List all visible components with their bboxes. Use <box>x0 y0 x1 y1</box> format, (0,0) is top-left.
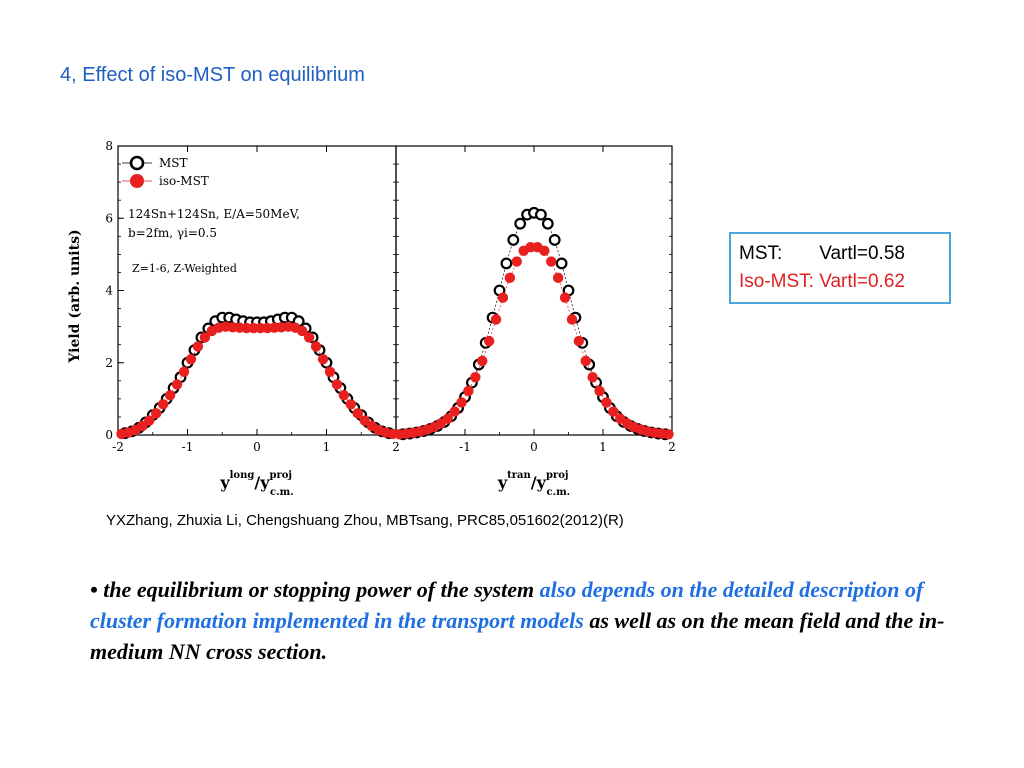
x-tick-label: 0 <box>530 440 538 454</box>
annotation-params: b=2fm, γi=0.5 <box>128 226 217 240</box>
data-point-iso-mst <box>490 314 502 325</box>
data-point-mst <box>555 257 568 270</box>
chart-marks <box>116 206 674 441</box>
data-point-iso-mst <box>178 366 190 377</box>
data-point-iso-mst <box>497 292 509 303</box>
mst-vartl-label: MST: Vartl=0.58 <box>739 243 905 264</box>
yield-chart: -2 -1 0 1 2 0 2 4 6 8 -1 0 1 2 Yield (arb. units) MST… <box>62 136 682 504</box>
data-point-iso-mst <box>594 385 605 397</box>
legend-label-mst: MST <box>159 156 188 170</box>
data-point-mst <box>535 208 547 221</box>
bullet-text-part3: as well as on the mean field and the in-… <box>90 608 945 664</box>
data-point-iso-mst <box>483 335 495 347</box>
data-point-iso-mst <box>477 355 488 367</box>
data-point-iso-mst <box>157 399 169 410</box>
data-point-iso-mst <box>539 245 550 256</box>
data-point-iso-mst <box>559 292 571 303</box>
citation: YXZhang, Zhuxia Li, Chengshuang Zhou, MB… <box>106 512 624 529</box>
legend-label-iso-mst: iso-MST <box>159 174 209 188</box>
data-point-iso-mst <box>151 408 162 419</box>
data-point-mst <box>541 217 554 230</box>
legend-marker-mst <box>129 155 145 171</box>
x-tick-label: 0 <box>253 440 261 454</box>
x-tick-label: 2 <box>392 440 400 454</box>
data-point-iso-mst <box>338 390 350 401</box>
data-point-iso-mst <box>601 397 612 408</box>
data-point-mst <box>507 234 520 246</box>
x-tick-label: -2 <box>112 440 124 454</box>
y-tick-label: 2 <box>105 356 113 370</box>
annotation-z-weighted: Z=1-6, Z-Weighted <box>132 262 237 275</box>
left-panel-frame <box>117 145 397 436</box>
chart-svg: -2 -1 0 1 2 0 2 4 6 8 -1 0 1 2 Yield (arb. units) MST… <box>67 139 676 498</box>
data-point-iso-mst <box>580 355 591 367</box>
legend: MST iso-MST <box>122 155 209 188</box>
data-point-iso-mst <box>546 256 557 267</box>
data-point-mst <box>548 234 561 246</box>
data-point-iso-mst <box>587 372 598 383</box>
y-tick-label: 8 <box>105 139 113 153</box>
data-point-iso-mst <box>296 325 308 337</box>
data-point-iso-mst <box>144 415 155 426</box>
y-tick-label: 6 <box>105 211 113 225</box>
x-tick-label: 1 <box>323 440 331 454</box>
data-point-iso-mst <box>331 379 343 390</box>
data-point-iso-mst <box>442 413 453 424</box>
annotation-reaction: 124Sn+124Sn, E/A=50MeV, <box>128 207 300 221</box>
x-axis-label-right: ytran/yproj c.m. <box>497 470 570 498</box>
data-point-mst <box>500 257 513 270</box>
data-point-iso-mst <box>663 429 674 440</box>
data-point-iso-mst <box>199 332 211 343</box>
x-axis-label-left: ylong/yproj c.m. <box>219 470 293 498</box>
data-point-iso-mst <box>470 372 481 383</box>
data-point-iso-mst <box>449 406 460 417</box>
bullet-marker: • <box>90 577 98 602</box>
data-point-iso-mst <box>345 399 357 410</box>
series-line-mst <box>124 317 390 434</box>
series-line-iso-mst <box>399 246 669 435</box>
data-point-iso-mst <box>192 341 204 352</box>
bullet-text-highlight: also depends on the detailed description… <box>90 577 924 633</box>
legend-marker-iso-mst <box>130 174 144 188</box>
data-point-iso-mst <box>566 314 578 325</box>
x-tick-label: 1 <box>599 440 607 454</box>
data-point-mst <box>514 217 527 230</box>
x-tick-label: 2 <box>668 440 676 454</box>
y-axis-label: Yield (arb. units) <box>67 229 83 363</box>
data-point-iso-mst <box>310 341 322 352</box>
data-point-iso-mst <box>324 366 336 377</box>
data-point-iso-mst <box>171 379 183 390</box>
y-tick-label: 0 <box>105 428 113 442</box>
data-point-iso-mst <box>317 353 329 365</box>
data-point-iso-mst <box>185 353 197 365</box>
bullet-text-part1: the equilibrium or stopping power of the… <box>103 577 540 602</box>
series-line-iso-mst <box>121 326 393 435</box>
slide-title: 4, Effect of iso-MST on equilibrium <box>60 64 365 86</box>
x-tick-label: -1 <box>182 440 194 454</box>
data-point-iso-mst <box>504 272 516 284</box>
data-point-iso-mst <box>303 332 315 343</box>
data-point-iso-mst <box>456 397 467 408</box>
data-point-iso-mst <box>608 406 619 417</box>
data-point-iso-mst <box>511 256 522 267</box>
x-tick-label: -1 <box>459 440 471 454</box>
conclusion-bullet: • the equilibrium or stopping power of t… <box>90 574 970 667</box>
right-panel-frame <box>395 145 673 436</box>
y-tick-label: 4 <box>105 284 113 298</box>
data-point-iso-mst <box>573 335 585 347</box>
data-point-iso-mst <box>552 272 564 284</box>
variance-info-box: MST: Vartl=0.58 Iso-MST: Vartl=0.62 <box>729 232 951 304</box>
data-point-iso-mst <box>352 408 363 419</box>
axis-ticks: -2 -1 0 1 2 0 2 4 6 8 -1 0 1 2 <box>105 139 675 454</box>
iso-mst-vartl-label: Iso-MST: Vartl=0.62 <box>739 271 905 292</box>
data-point-iso-mst <box>463 385 474 397</box>
data-point-iso-mst <box>164 390 176 401</box>
